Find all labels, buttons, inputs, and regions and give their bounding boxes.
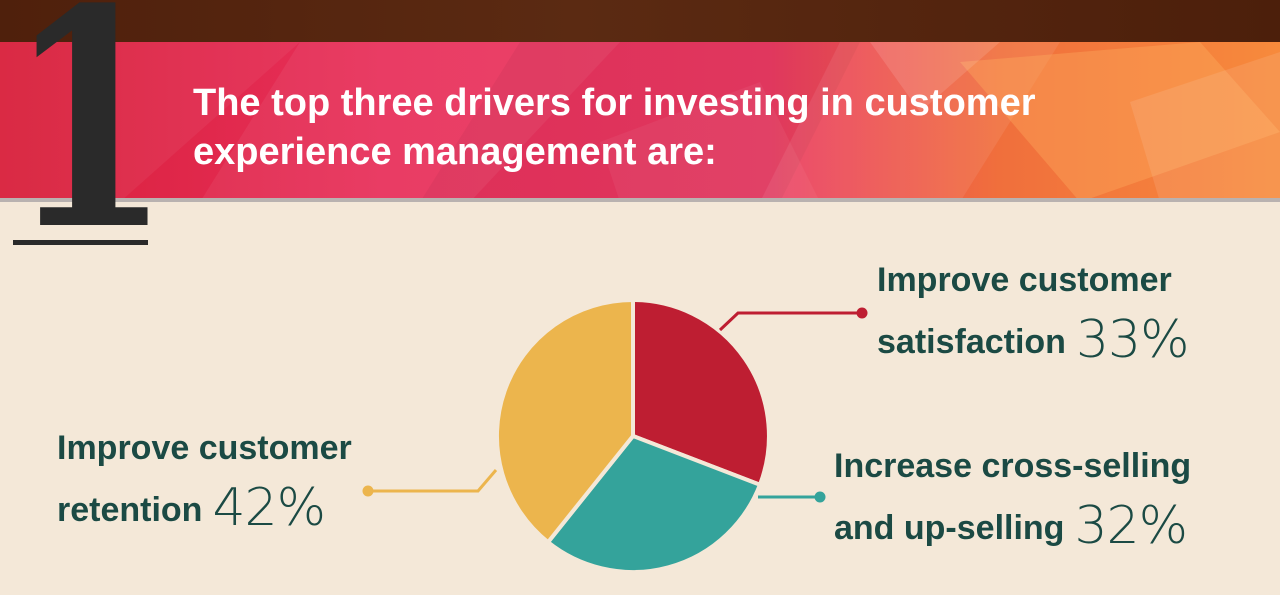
pie-slice-cross-selling — [546, 434, 762, 574]
leader-cross-selling — [758, 491, 826, 503]
label-satisfaction-line-1: Improve customer — [877, 261, 1172, 299]
top-dark-strip — [0, 0, 1280, 42]
label-cross-selling: Increase cross-selling and up-selling 32% — [834, 436, 1191, 558]
label-cross-selling-percent: 32% — [1074, 496, 1188, 556]
label-satisfaction-text: satisfaction — [877, 323, 1066, 361]
label-cross-selling-line-1: Increase cross-selling — [834, 447, 1192, 485]
label-cross-selling-line-2: and up-selling 32% — [834, 496, 1191, 558]
label-retention-line-2: retention 42% — [57, 478, 352, 540]
headline-line-1: The top three drivers for investing in c… — [193, 82, 1036, 124]
label-retention-text: retention — [57, 491, 203, 529]
section-number: 1 — [8, 0, 171, 296]
banner-geometric-pattern — [0, 42, 1280, 202]
section-number-underline — [13, 240, 148, 245]
headline-banner — [0, 42, 1280, 202]
label-retention: Improve customer retention 42% — [57, 418, 352, 540]
pie-slice-retention — [494, 298, 635, 545]
label-satisfaction-percent: 33% — [1075, 310, 1190, 370]
label-retention-percent: 42% — [212, 478, 326, 538]
pie-slice-satisfaction — [631, 298, 771, 487]
banner-bottom-border — [0, 198, 1280, 202]
label-satisfaction: Improve customer satisfaction 33% — [877, 250, 1190, 372]
headline: The top three drivers for investing in c… — [193, 79, 1193, 177]
label-cross-selling-text: and up-selling — [834, 509, 1065, 547]
label-satisfaction-line-2: satisfaction 33% — [877, 310, 1190, 372]
headline-line-2: experience management are: — [193, 131, 717, 173]
leader-retention — [362, 469, 498, 497]
label-retention-line-1: Improve customer — [57, 429, 352, 467]
leader-satisfaction — [718, 307, 868, 332]
